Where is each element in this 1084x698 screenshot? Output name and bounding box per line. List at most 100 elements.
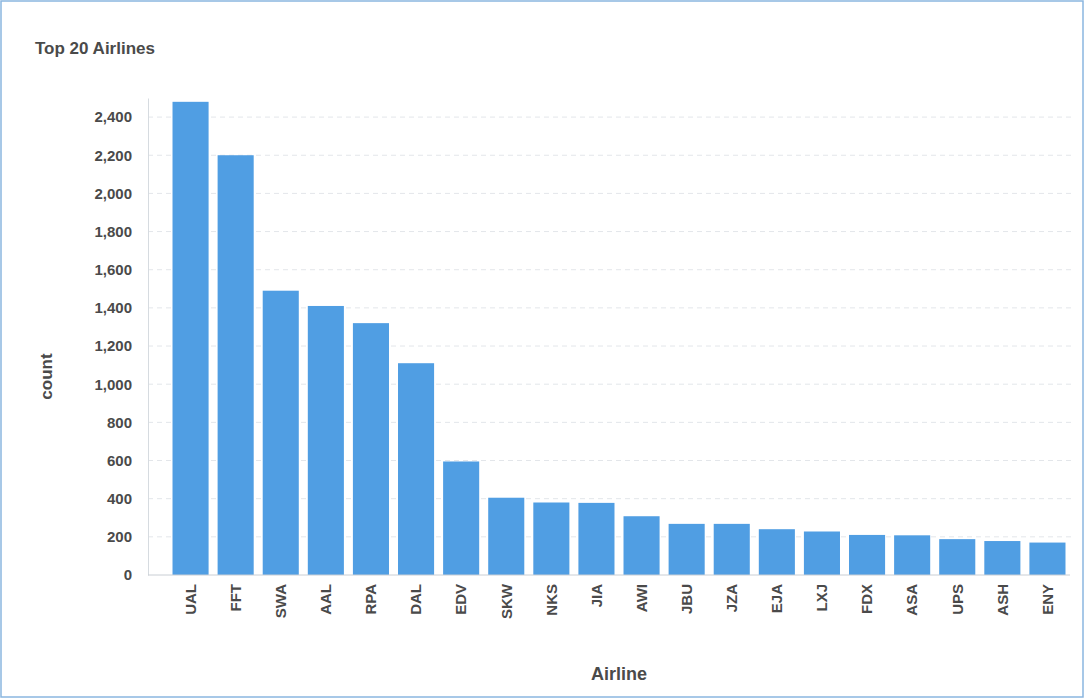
frame: [1, 1, 1083, 697]
bar: [263, 291, 299, 575]
x-tick: FFT: [227, 575, 244, 612]
bar: [759, 529, 795, 575]
x-tick: DAL: [407, 575, 424, 615]
bar: [939, 539, 975, 575]
x-tick: SKW: [498, 575, 515, 619]
x-tick: SWA: [272, 575, 289, 618]
bar: [353, 323, 389, 575]
x-tick-label: JIA: [588, 584, 605, 608]
x-tick: FDX: [858, 575, 875, 614]
y-tick: 2,200: [94, 147, 148, 164]
y-tick-label: 400: [107, 490, 132, 507]
x-tick: JZA: [723, 575, 740, 612]
x-tick-label: ENY: [1039, 584, 1056, 615]
grid-line: [148, 155, 1072, 156]
x-tick-label: FDX: [858, 584, 875, 614]
bar: [894, 535, 930, 575]
x-tick-label: ASA: [903, 584, 920, 616]
x-tick-label: ASH: [994, 584, 1011, 616]
y-tick: 2,000: [94, 185, 148, 202]
grid-line: [148, 231, 1072, 232]
x-tick: EDV: [452, 575, 469, 615]
bar: [488, 498, 524, 575]
x-tick-label: SKW: [498, 583, 515, 619]
x-tick: AWI: [633, 575, 650, 612]
bar: [1029, 543, 1065, 575]
x-tick: JBU: [678, 575, 695, 614]
x-axis: UAL FFT SWA AAL RPA DAL EDV SKW NKS JIA AWI JBU JZA E…: [148, 575, 1070, 619]
y-tick-label: 1,600: [94, 261, 132, 278]
y-tick: 800: [107, 414, 148, 431]
x-tick-label: AWI: [633, 584, 650, 612]
x-tick-label: EJA: [768, 584, 785, 613]
bars: [173, 102, 1066, 575]
x-tick-label: LXJ: [813, 584, 830, 612]
bar: [218, 155, 254, 575]
x-tick: ASH: [994, 575, 1011, 616]
x-tick: JIA: [588, 575, 605, 607]
x-tick: EJA: [768, 575, 785, 613]
y-tick: 1,400: [94, 299, 148, 316]
x-tick-label: SWA: [272, 584, 289, 618]
x-tick-label: JBU: [678, 584, 695, 614]
x-tick-label: FFT: [227, 584, 244, 612]
grid-line: [148, 269, 1072, 270]
y-tick-label: 0: [124, 566, 132, 583]
y-tick-label: 1,000: [94, 376, 132, 393]
y-tick-label: 1,800: [94, 223, 132, 240]
y-tick: 600: [107, 452, 148, 469]
x-tick-label: AAL: [317, 584, 334, 615]
x-tick: RPA: [362, 575, 379, 615]
x-tick-label: RPA: [362, 584, 379, 615]
y-axis-line: [148, 99, 149, 576]
bar: [804, 531, 840, 575]
x-tick-label: NKS: [543, 584, 560, 616]
bar: [714, 524, 750, 575]
x-tick: UPS: [949, 575, 966, 615]
title: Top 20 Airlines: [35, 39, 155, 58]
bar: [849, 535, 885, 575]
y-tick-label: 2,200: [94, 147, 132, 164]
grid-line: [148, 193, 1072, 194]
y-tick: 0: [124, 566, 148, 583]
bar: [984, 541, 1020, 575]
x-tick-label: JZA: [723, 584, 740, 613]
y-tick-label: 600: [107, 452, 132, 469]
y-tick: 1,200: [94, 337, 148, 354]
x-tick: AAL: [317, 575, 334, 615]
y-tick-label: 800: [107, 414, 132, 431]
x-axis-line: [148, 575, 1070, 576]
x-tick: LXJ: [813, 575, 830, 612]
x-tick: UAL: [182, 575, 199, 615]
bar: [173, 102, 209, 575]
x-tick-label: UAL: [182, 584, 199, 615]
x-axis-title: Airline: [591, 664, 647, 684]
bar: [443, 461, 479, 575]
y-tick: 1,600: [94, 261, 148, 278]
grid-line: [148, 117, 1072, 118]
y-tick: 1,800: [94, 223, 148, 240]
chart: Top 20 Airlines 0 200 400 600 800 1,000 1,200 1,…: [0, 0, 1084, 698]
y-tick-label: 1,200: [94, 337, 132, 354]
y-tick: 200: [107, 528, 148, 545]
bar: [398, 363, 434, 575]
y-tick-label: 200: [107, 528, 132, 545]
x-tick-label: DAL: [407, 584, 424, 615]
y-tick: 1,000: [94, 376, 148, 393]
x-tick-label: UPS: [949, 584, 966, 615]
y-axis-title: count: [37, 353, 56, 400]
y-tick: 2,400: [94, 108, 148, 125]
bar: [578, 503, 614, 575]
y-tick: 400: [107, 490, 148, 507]
bar: [533, 502, 569, 575]
bar: [308, 306, 344, 575]
y-axis: 0 200 400 600 800 1,000 1,200 1,400 1,600 1,800 2,…: [94, 99, 148, 584]
x-tick: ENY: [1039, 575, 1056, 615]
y-tick-label: 2,000: [94, 185, 132, 202]
x-tick: ASA: [903, 575, 920, 616]
bar: [624, 516, 660, 575]
y-tick-label: 2,400: [94, 108, 132, 125]
x-tick-label: EDV: [452, 584, 469, 615]
x-tick: NKS: [543, 575, 560, 616]
bar: [669, 524, 705, 575]
